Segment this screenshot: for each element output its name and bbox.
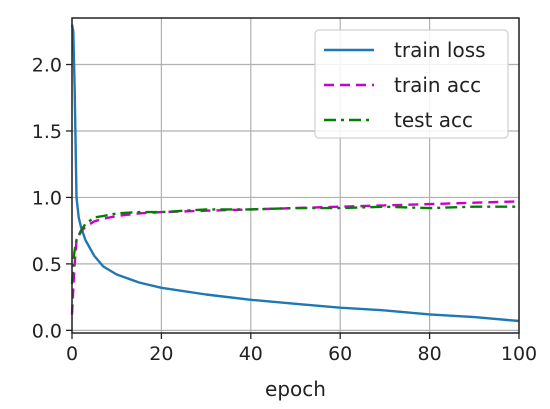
legend: train loss train acc test acc [314,29,509,139]
legend-box [314,29,509,139]
series-line-train-acc [70,200,520,315]
y-tick-label: 1.5 [32,121,62,143]
legend-label: train acc [394,73,481,97]
tick-labels: 0 20 40 60 80 100 0.0 0.5 1.0 1.5 2.0 [32,55,537,365]
x-tick-label: 100 [501,343,537,365]
x-axis-label: epoch [265,377,326,401]
legend-label: test acc [394,108,473,132]
x-tick-label: 20 [149,343,173,365]
x-tick-label: 60 [328,343,352,365]
axes-border [71,17,520,334]
y-tick-label: 1.0 [32,187,62,209]
x-tick-label: 40 [239,343,263,365]
x-tick-label: 0 [66,343,78,365]
y-tick-label: 0.5 [32,254,62,276]
series-line-test-acc [70,205,519,284]
x-tick-label: 80 [418,343,442,365]
y-tick-label: 0.0 [32,320,62,342]
series-line-train-loss [70,24,520,323]
series-lines [70,24,520,323]
y-tick-label: 2.0 [32,55,62,77]
axes-frame [71,17,520,334]
legend-label: train loss [394,38,486,62]
